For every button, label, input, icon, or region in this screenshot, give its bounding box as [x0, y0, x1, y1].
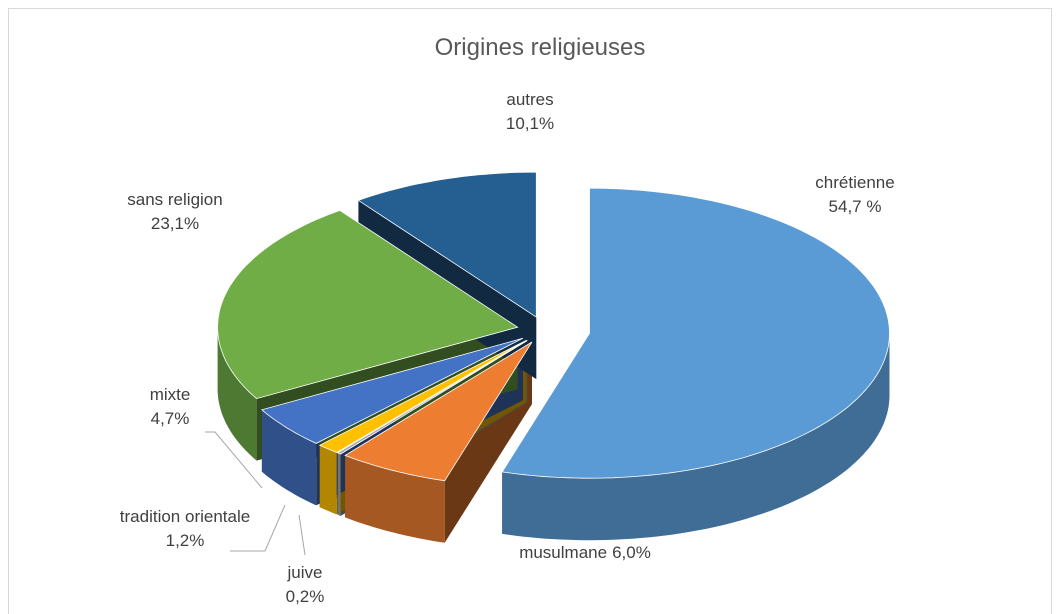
- label-category: musulmane: [519, 543, 607, 562]
- slice-wall: [261, 409, 317, 506]
- label-category: autres: [506, 90, 553, 109]
- slice: [336, 340, 528, 455]
- label-category: juive: [287, 563, 323, 582]
- leader-line: [230, 504, 286, 552]
- leader-line: [298, 514, 306, 556]
- data-label: mixte 4,7%: [150, 385, 191, 428]
- leader-line: [205, 431, 263, 489]
- slice: [501, 187, 890, 479]
- label-category: tradition orientale: [120, 507, 250, 526]
- slice-wall: [502, 333, 890, 541]
- label-value: 23,1%: [151, 214, 199, 233]
- slice: [357, 171, 537, 318]
- label-category: sans religion: [127, 190, 222, 209]
- data-label: juive 0,2%: [286, 563, 325, 606]
- label-category: chrétienne: [815, 173, 894, 192]
- label-value: 54,7 %: [829, 197, 882, 216]
- slice: [217, 209, 519, 400]
- slice: [261, 337, 524, 444]
- slice-wall: [345, 455, 445, 543]
- label-category: mixte: [150, 385, 191, 404]
- slice-wall: [319, 445, 337, 515]
- pie: [217, 171, 890, 543]
- data-label: chrétienne 54,7 %: [815, 173, 894, 216]
- data-label: autres 10,1%: [506, 90, 554, 133]
- slice-wall: [337, 452, 341, 516]
- data-label: sans religion 23,1%: [127, 190, 222, 233]
- label-value: 4,7%: [151, 409, 190, 428]
- chart-title: Origines religieuses: [435, 34, 646, 61]
- slice-wall: [217, 327, 257, 461]
- labels: chrétienne 54,7 % musulmane 6,0% juive 0,2% tr…: [120, 90, 895, 606]
- label-value: 1,2%: [166, 531, 205, 550]
- label-value: 6,0%: [612, 543, 651, 562]
- slice: [344, 341, 533, 482]
- label-value: 10,1%: [506, 114, 554, 133]
- data-label: musulmane 6,0%: [519, 543, 651, 562]
- data-label: tradition orientale 1,2%: [120, 507, 250, 550]
- slice: [318, 339, 527, 453]
- label-value: 0,2%: [286, 587, 325, 606]
